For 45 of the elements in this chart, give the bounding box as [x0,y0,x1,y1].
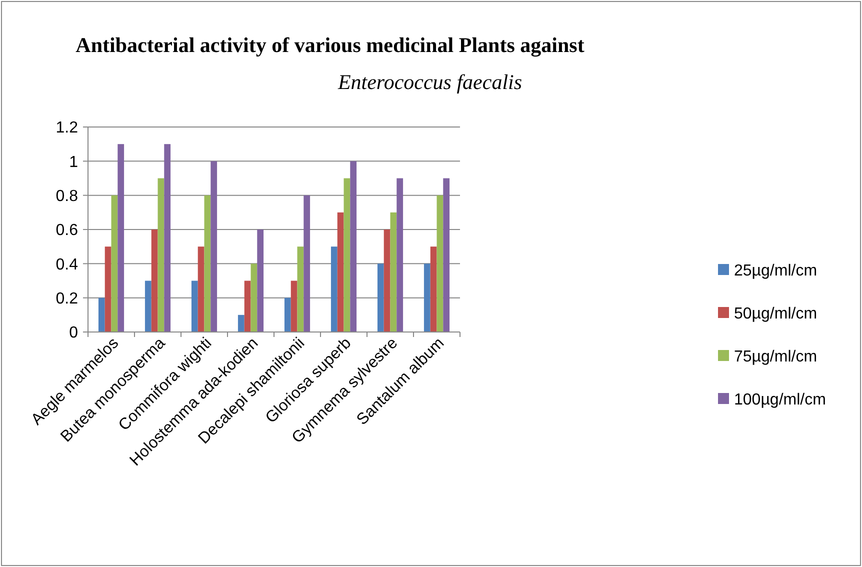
y-tick-label: 0.6 [56,222,78,240]
bar [436,195,444,332]
chart-subtitle: Enterococcus faecalis [336,70,522,94]
y-tick-label: 0.4 [56,256,78,274]
y-tick-label: 0.2 [56,290,78,308]
y-tick-label: 0 [69,324,78,342]
bar [430,246,437,332]
bar [191,280,198,332]
bar [98,298,105,332]
legend-label: 100µg/ml/cm [734,392,826,409]
bar [158,178,164,332]
bar [250,264,258,332]
bar [337,212,344,332]
bar [290,280,298,332]
bar [424,264,430,332]
bar [330,246,338,332]
bar [384,230,390,332]
bar [390,212,397,332]
bar [396,178,404,332]
bar [238,314,244,332]
bar [210,161,218,332]
bar [118,144,124,332]
legend-label: 75µg/ml/cm [734,348,818,366]
bar [304,195,310,332]
bar [284,298,291,332]
bar [151,230,158,332]
bar [144,280,152,332]
legend-label: 25µg/ml/cm [734,262,818,280]
y-tick-label: 0.8 [56,188,78,205]
y-tick-label: 1.2 [56,120,78,137]
bar [377,264,384,332]
legend-label: 50µg/ml/cm [734,306,818,323]
chart-title: Antibacterial activity of various medicinal Plants against [76,33,584,57]
bar [350,161,357,332]
bar [297,246,304,332]
bar [443,178,450,332]
bar [244,280,251,332]
bar [344,178,350,332]
y-tick-label: 1 [69,154,78,171]
bar [104,246,112,332]
bar [204,195,211,332]
bar [198,246,204,332]
bar [257,230,264,332]
bar [111,195,118,332]
bar [164,144,171,332]
